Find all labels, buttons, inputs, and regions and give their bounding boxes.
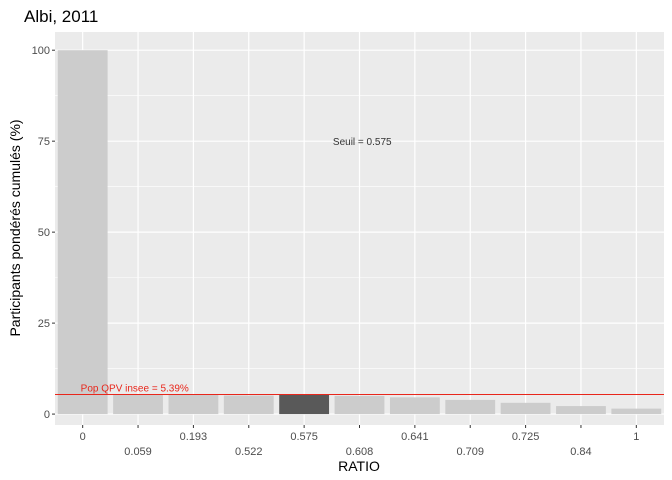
x-tick-label: 0.608 [346, 446, 374, 458]
bar-0_641 [389, 397, 440, 415]
bar-0_522 [223, 395, 274, 415]
y-tick-label: 0 [44, 409, 50, 421]
y-tick-label: 50 [38, 227, 50, 239]
bar-0_193 [168, 394, 219, 415]
reference-line-label: Pop QPV insee = 5.39% [81, 383, 189, 394]
x-tick-label: 0 [80, 431, 86, 443]
bar-0 [57, 50, 108, 415]
bar-0_575 [279, 394, 330, 415]
x-tick-label: 1 [633, 431, 639, 443]
bar-1 [611, 408, 662, 415]
bar-0_84 [556, 406, 606, 415]
chart-title: Albi, 2011 [24, 7, 98, 26]
x-axis-ticks: 0 0.059 0.193 0.522 0.575 0.608 0.641 0.709 0.72… [80, 425, 639, 458]
x-tick-label: 0.059 [124, 446, 152, 458]
x-tick-label: 0.641 [401, 431, 429, 443]
bar-0_608 [334, 395, 385, 415]
y-tick-label: 100 [32, 45, 50, 57]
x-tick-label: 0.725 [512, 431, 540, 443]
x-tick-label: 0.522 [235, 446, 263, 458]
bar-0_725 [500, 402, 551, 415]
bar-0_709 [445, 399, 496, 415]
x-tick-label: 0.84 [570, 446, 591, 458]
y-tick-label: 75 [38, 136, 50, 148]
y-axis-ticks: 0 25 50 75 100 [32, 45, 55, 421]
x-tick-label: 0.193 [180, 431, 208, 443]
x-tick-label: 0.575 [290, 431, 318, 443]
y-axis-label: Participants pondérés cumulés (%) [7, 119, 23, 336]
x-axis-label: RATIO [338, 458, 380, 474]
threshold-annotation: Seuil = 0.575 [333, 137, 392, 148]
bar-0_059 [113, 394, 163, 415]
bars [57, 50, 662, 415]
x-tick-label: 0.709 [456, 446, 484, 458]
y-tick-label: 25 [38, 318, 50, 330]
